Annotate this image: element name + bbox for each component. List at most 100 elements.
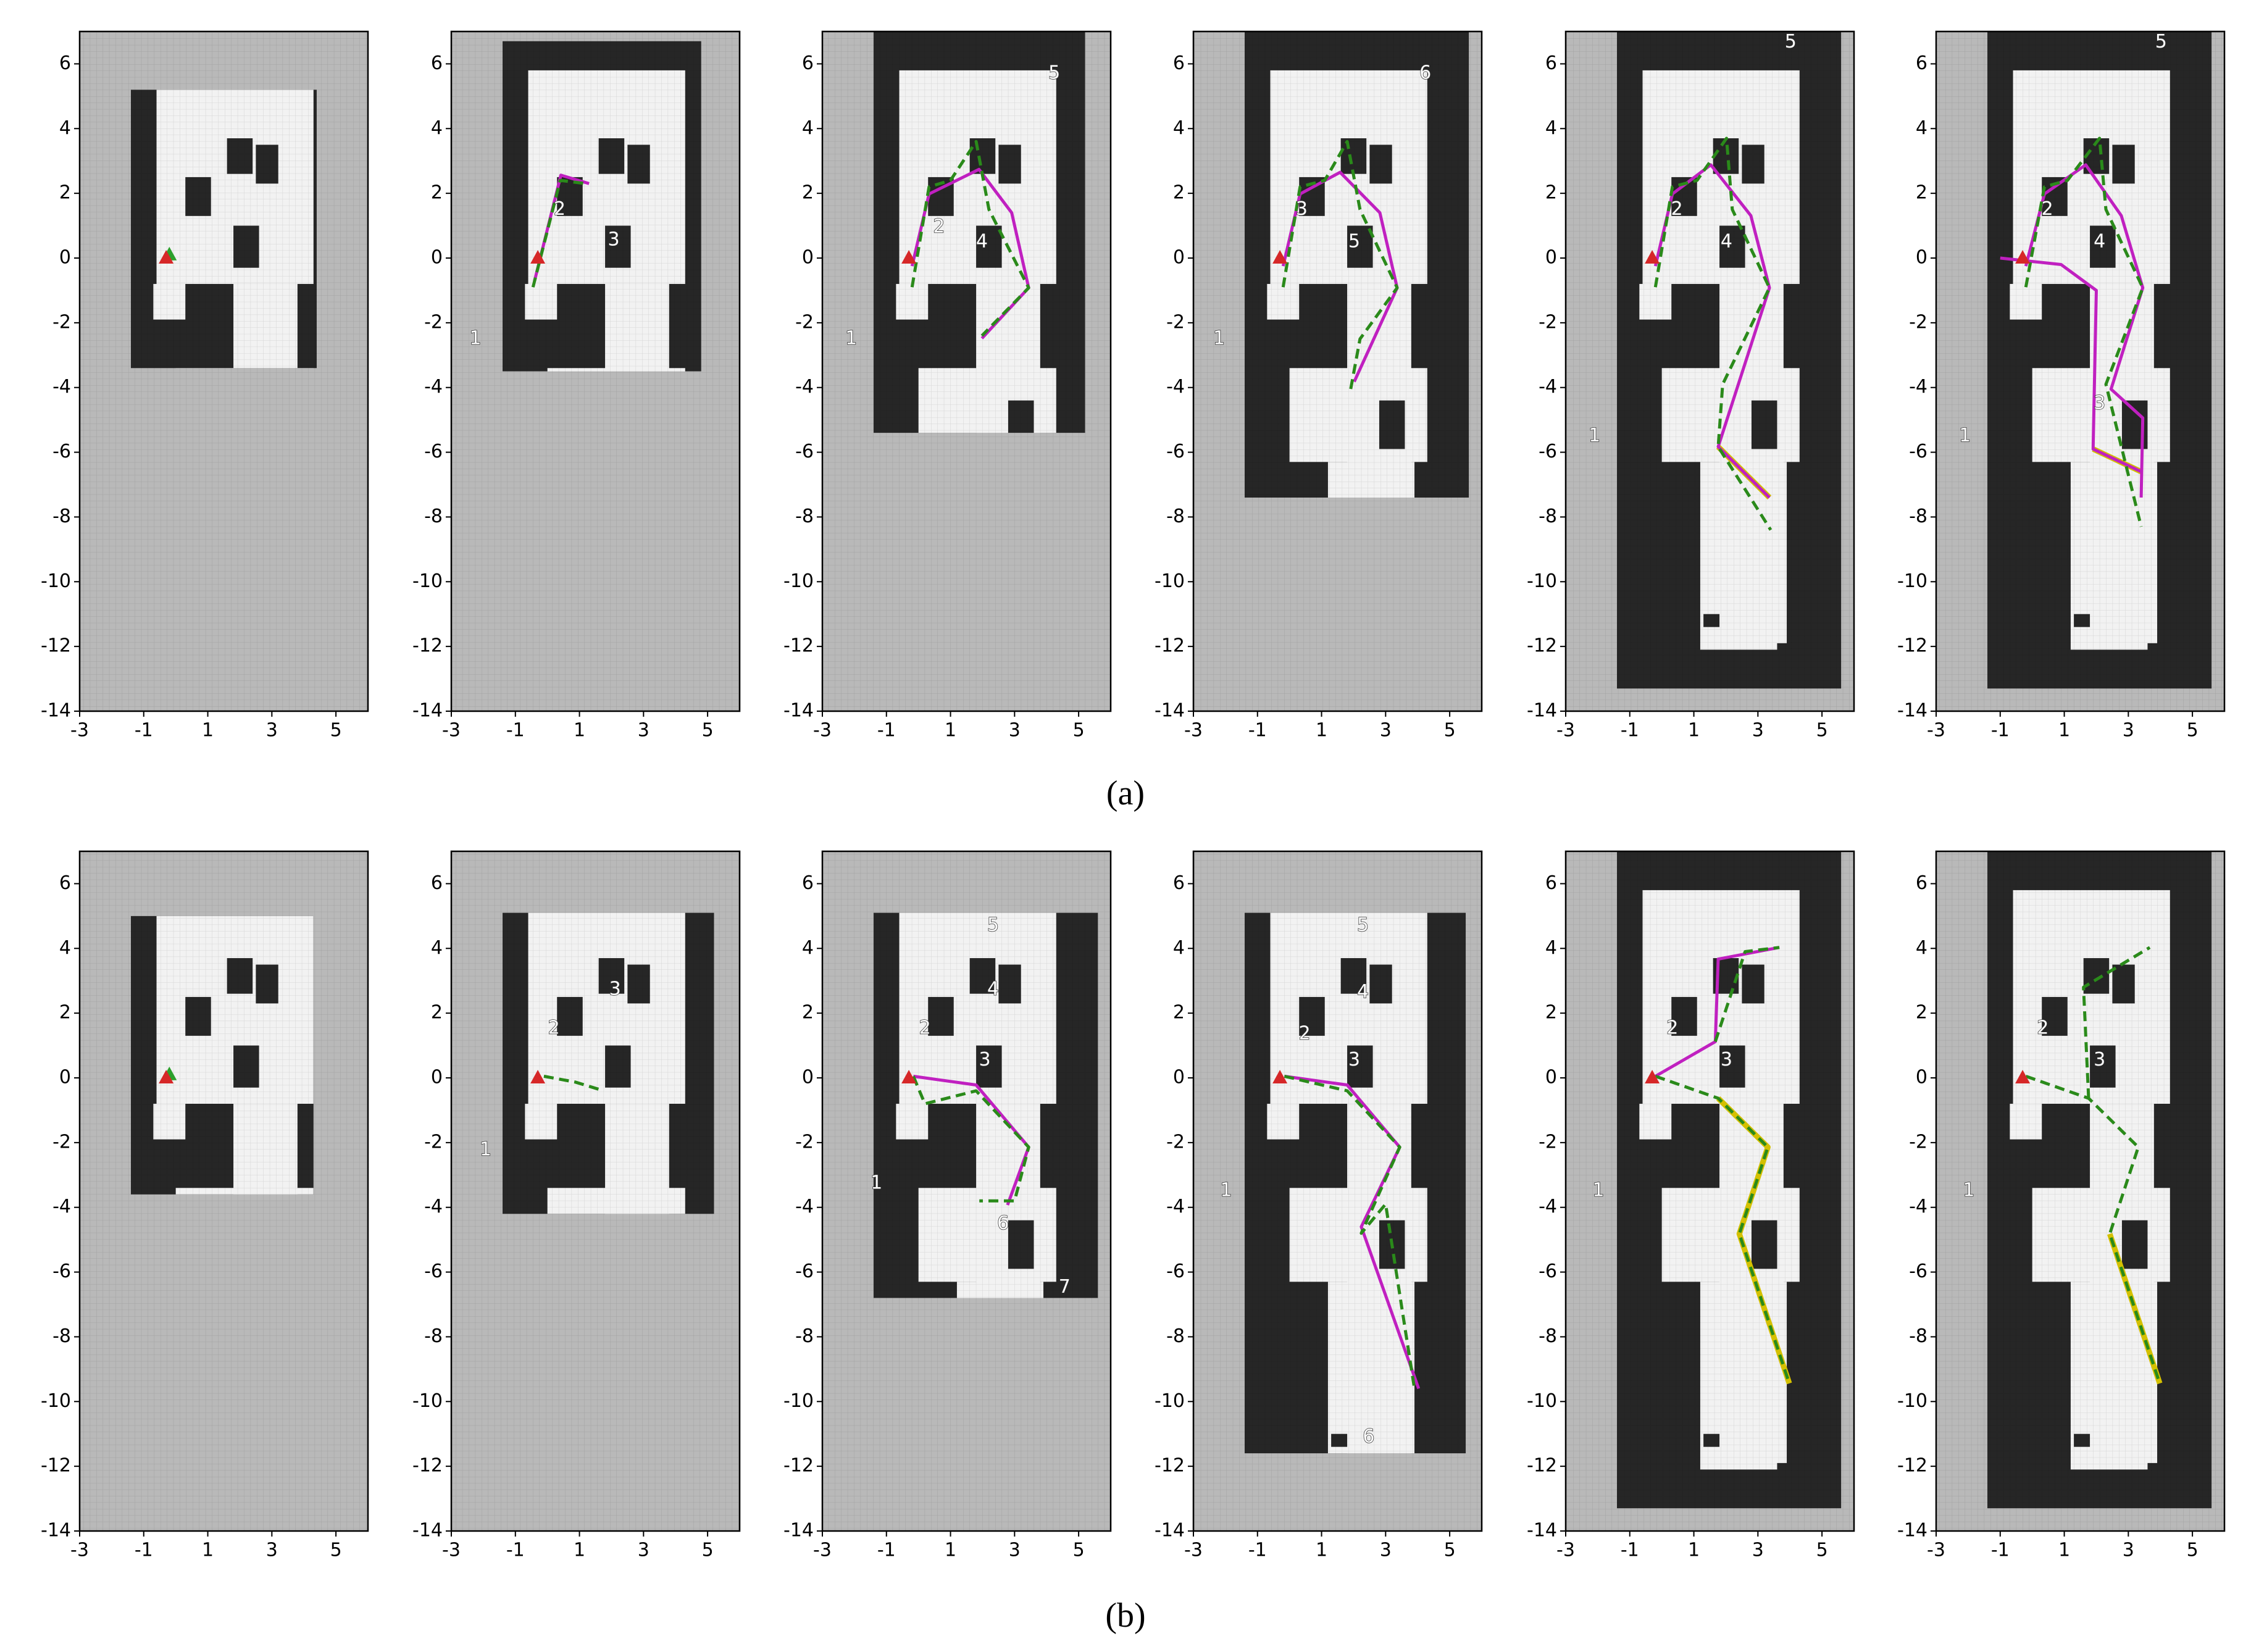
- x-tick-label: 5: [330, 1540, 342, 1561]
- x-tick-label: -3: [1556, 1540, 1575, 1561]
- frontier-label: 3: [609, 978, 621, 999]
- y-tick-label: -4: [424, 376, 443, 398]
- y-tick-label: -10: [783, 570, 814, 592]
- path-line: [1713, 946, 1780, 1043]
- y-tick-label: -12: [1155, 1455, 1185, 1477]
- y-tick-label: -10: [41, 1390, 71, 1412]
- frontier-label: 2: [2037, 1017, 2048, 1038]
- x-tick-label: 3: [266, 720, 278, 741]
- start-marker: [530, 250, 546, 264]
- y-tick-label: 0: [1173, 1067, 1185, 1088]
- y-tick-label: -6: [795, 1261, 814, 1282]
- map-panel: -3 -1 1 3 5 -14 -12 -10 -8 -6 -4 -2 0 2 4 6: [41, 30, 369, 741]
- y-tick-label: 4: [1916, 937, 1927, 959]
- frontier-label: 2: [919, 1017, 930, 1038]
- start-marker: [530, 1070, 546, 1083]
- y-tick-label: -2: [1166, 1131, 1185, 1153]
- frontier-label: 4: [987, 978, 999, 999]
- y-tick-label: 6: [1173, 872, 1185, 894]
- y-tick-label: -6: [1909, 441, 1927, 462]
- y-tick-label: -14: [1897, 700, 1927, 722]
- x-tick-label: -1: [877, 1540, 896, 1561]
- y-tick-label: -2: [1166, 311, 1185, 333]
- frontier-label: 2: [1666, 1017, 1678, 1038]
- x-tick-label: 1: [945, 720, 956, 741]
- x-tick-label: -3: [442, 1540, 461, 1561]
- y-tick-label: -6: [424, 1261, 443, 1282]
- y-tick-label: 4: [1173, 117, 1185, 139]
- x-tick-label: -3: [813, 1540, 832, 1561]
- axes-frame: [450, 850, 741, 1532]
- y-tick-label: -8: [1909, 1325, 1927, 1347]
- x-tick-label: -1: [506, 1540, 525, 1561]
- frontier-label: 2: [1671, 198, 1683, 220]
- y-tick-label: 2: [1173, 1002, 1185, 1024]
- y-tick-label: 0: [802, 247, 814, 269]
- map-panel: 1 2 3 4 5 6 7 -3 -1 1 3 5 -14 -12 -10 -8 -6 -4 -2 0 2 4 6: [783, 850, 1112, 1561]
- x-tick-label: 3: [1752, 1540, 1764, 1561]
- y-tick-label: -2: [424, 311, 443, 333]
- y-tick-label: -8: [1909, 506, 1927, 527]
- path-line: [912, 1075, 1030, 1203]
- y-tick-label: -12: [1155, 635, 1185, 657]
- x-tick-label: 1: [574, 1540, 585, 1561]
- map-panel: 1 2 4 5 -3 -1 1 3 5 -14 -12 -10 -8 -6 -4 -2 0 2 4 6: [1527, 30, 1855, 741]
- y-tick-label: -12: [783, 1455, 814, 1477]
- y-tick-label: 2: [1916, 182, 1927, 204]
- y-tick-label: -4: [1909, 1196, 1927, 1217]
- path-line: [2024, 163, 2145, 498]
- frontier-label: 6: [1419, 62, 1431, 84]
- y-tick-label: 4: [1173, 937, 1185, 959]
- y-tick-label: 6: [1916, 872, 1927, 894]
- y-tick-label: 0: [1545, 1067, 1557, 1088]
- y-tick-label: -14: [1897, 1520, 1927, 1541]
- frontier-label: 5: [2155, 31, 2167, 52]
- x-tick-label: 5: [1073, 720, 1085, 741]
- start-marker: [2015, 1070, 2031, 1083]
- start-marker: [159, 1070, 174, 1083]
- y-tick-label: 6: [802, 52, 814, 74]
- y-tick-label: -4: [1166, 1196, 1185, 1217]
- cell-grid: [1936, 31, 2224, 711]
- frontier-label: 4: [1721, 230, 1732, 252]
- frontier-label: 1: [1213, 328, 1225, 349]
- x-tick-label: -3: [1927, 720, 1945, 741]
- y-tick-label: 0: [431, 1067, 443, 1088]
- y-tick-label: -6: [424, 441, 443, 462]
- y-tick-label: -10: [1527, 1390, 1557, 1412]
- path-line: [910, 140, 1030, 337]
- y-tick-label: -6: [795, 441, 814, 462]
- x-tick-label: 1: [202, 720, 214, 741]
- frontier-label: 5: [1785, 31, 1797, 52]
- map-panel: 1 2 3 4 5 6 -3 -1 1 3 5 -14 -12 -10 -8 -6 -4 -2 0 2 4 6: [1155, 850, 1483, 1561]
- frontier-label: 1: [1220, 1179, 1232, 1201]
- axes-frame: [1935, 850, 2226, 1532]
- y-tick-label: -4: [1166, 376, 1185, 398]
- frontier-label: 6: [1363, 1425, 1374, 1447]
- x-tick-label: 5: [1816, 720, 1828, 741]
- y-tick-label: -2: [1539, 311, 1557, 333]
- x-tick-label: -1: [506, 720, 525, 741]
- frontier-label: 1: [871, 1172, 882, 1193]
- y-tick-label: 2: [431, 1002, 443, 1024]
- y-tick-label: 0: [1916, 1067, 1927, 1088]
- start-marker: [901, 1070, 917, 1083]
- y-tick-label: -12: [783, 635, 814, 657]
- axes-frame: [1935, 30, 2226, 712]
- cell-grid: [1193, 851, 1482, 1531]
- y-tick-label: 6: [59, 52, 71, 74]
- y-tick-label: -8: [1539, 1325, 1557, 1347]
- x-tick-label: 3: [2123, 720, 2134, 741]
- y-tick-label: -8: [1166, 506, 1185, 527]
- x-tick-label: 3: [1009, 1540, 1021, 1561]
- cell-grid: [80, 31, 368, 711]
- y-tick-label: -12: [41, 1455, 71, 1477]
- y-tick-label: 6: [1545, 52, 1557, 74]
- frontier-label: 7: [1059, 1276, 1071, 1298]
- start-marker: [1272, 1070, 1288, 1083]
- y-tick-label: -6: [1539, 1261, 1557, 1282]
- frontier-label: 3: [2094, 392, 2105, 414]
- y-tick-label: -6: [1166, 1261, 1185, 1282]
- y-tick-label: 4: [59, 117, 71, 139]
- axes-frame: [78, 850, 369, 1532]
